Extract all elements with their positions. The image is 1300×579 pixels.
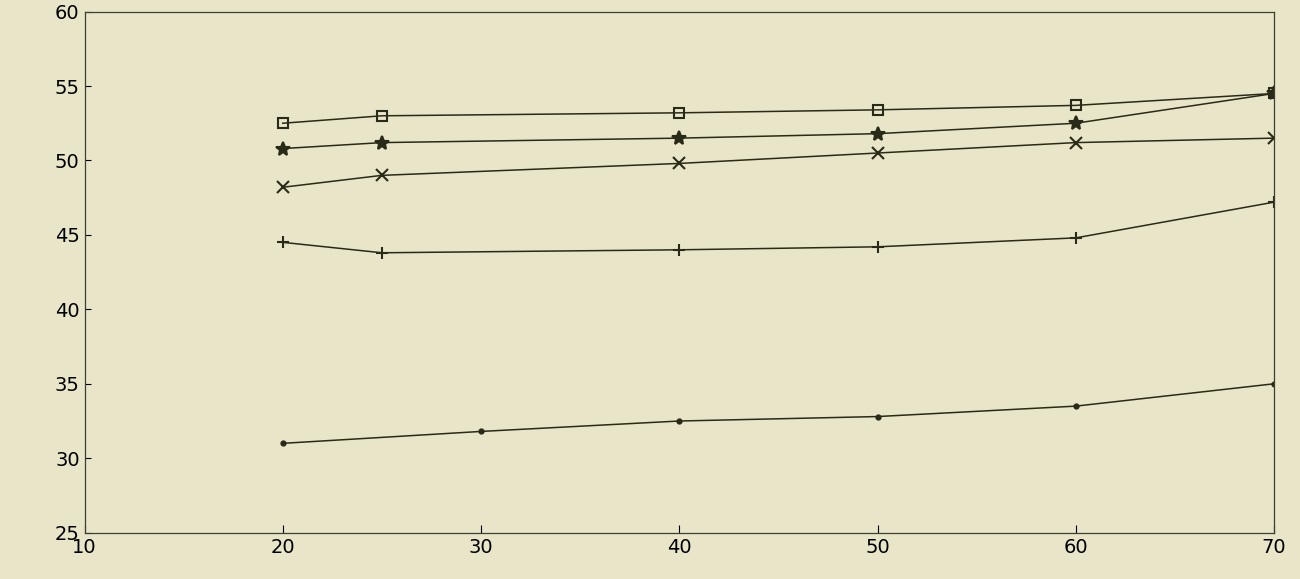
Z = 26.4cm	[1069, 402, 1084, 409]
Line: Z = 5.1cm: Z = 5.1cm	[276, 86, 1280, 156]
Line: Z = 0.5cm: Z = 0.5cm	[278, 89, 1279, 128]
Z = 0.5cm	[1266, 90, 1282, 97]
Line: Z = 20.3cm: Z = 20.3cm	[277, 196, 1280, 259]
Z = 0.5cm	[870, 107, 885, 113]
Z = 12.7cm	[374, 172, 390, 179]
Z = 12.7cm	[671, 160, 686, 167]
Z = 20.3cm	[671, 246, 686, 253]
Z = 5.1cm	[1069, 120, 1084, 127]
Z = 26.4cm	[1266, 380, 1282, 387]
Z = 0.5cm	[1069, 102, 1084, 109]
Z = 20.3cm	[1266, 199, 1282, 206]
Z = 12.7cm	[870, 149, 885, 156]
Line: Z = 26.4cm: Z = 26.4cm	[278, 380, 1278, 448]
Z = 20.3cm	[276, 239, 291, 246]
Z = 20.3cm	[870, 243, 885, 250]
Z = 12.7cm	[1266, 135, 1282, 142]
Z = 26.4cm	[671, 417, 686, 424]
Z = 12.7cm	[276, 184, 291, 190]
Z = 5.1cm	[374, 139, 390, 146]
Z = 5.1cm	[671, 135, 686, 142]
Z = 26.4cm	[276, 440, 291, 447]
Z = 0.5cm	[276, 120, 291, 127]
Z = 5.1cm	[276, 145, 291, 152]
Z = 0.5cm	[671, 109, 686, 116]
Z = 5.1cm	[1266, 90, 1282, 97]
Z = 20.3cm	[1069, 234, 1084, 241]
Z = 0.5cm	[374, 112, 390, 119]
Z = 26.4cm	[473, 428, 489, 435]
Line: Z = 12.7cm: Z = 12.7cm	[277, 133, 1279, 193]
Z = 12.7cm	[1069, 139, 1084, 146]
Z = 20.3cm	[374, 250, 390, 256]
Z = 5.1cm	[870, 130, 885, 137]
Z = 26.4cm	[870, 413, 885, 420]
